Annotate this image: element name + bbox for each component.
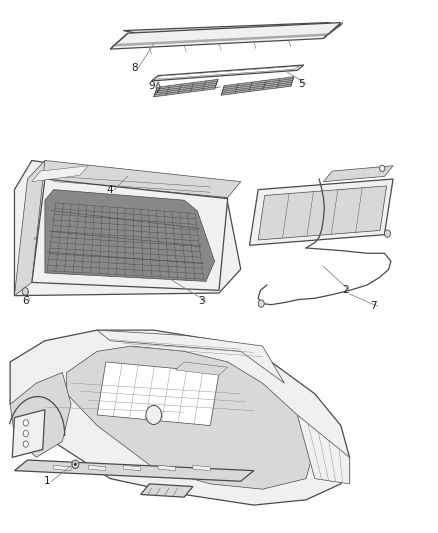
- Polygon shape: [32, 179, 228, 290]
- Circle shape: [385, 230, 391, 237]
- Polygon shape: [110, 33, 127, 49]
- Circle shape: [258, 300, 264, 308]
- Polygon shape: [10, 373, 71, 457]
- Circle shape: [72, 460, 79, 469]
- Text: 3: 3: [198, 296, 205, 306]
- Text: 5: 5: [298, 78, 305, 88]
- Polygon shape: [32, 160, 241, 198]
- Text: 7: 7: [370, 301, 377, 311]
- Polygon shape: [193, 465, 210, 471]
- Polygon shape: [88, 465, 106, 471]
- Polygon shape: [154, 66, 300, 79]
- Circle shape: [22, 288, 28, 295]
- Polygon shape: [152, 65, 304, 81]
- Polygon shape: [115, 33, 330, 46]
- Polygon shape: [53, 465, 71, 471]
- Text: 9: 9: [148, 81, 155, 91]
- Polygon shape: [323, 166, 393, 182]
- Polygon shape: [297, 415, 350, 484]
- Text: 2: 2: [342, 285, 349, 295]
- Polygon shape: [141, 484, 193, 497]
- Circle shape: [380, 165, 385, 172]
- Polygon shape: [14, 160, 45, 296]
- Polygon shape: [158, 465, 176, 471]
- Text: 1: 1: [44, 477, 50, 486]
- Polygon shape: [176, 362, 228, 375]
- Polygon shape: [45, 190, 215, 281]
- Polygon shape: [12, 410, 45, 457]
- Polygon shape: [123, 22, 341, 33]
- Polygon shape: [123, 465, 141, 471]
- Polygon shape: [14, 160, 241, 296]
- Polygon shape: [14, 460, 254, 481]
- Polygon shape: [97, 362, 219, 425]
- Polygon shape: [32, 166, 88, 182]
- Text: 8: 8: [131, 63, 138, 72]
- Polygon shape: [221, 77, 294, 95]
- Circle shape: [23, 441, 28, 447]
- Circle shape: [146, 406, 162, 424]
- Polygon shape: [67, 346, 315, 489]
- Polygon shape: [258, 186, 387, 240]
- Text: 6: 6: [22, 296, 28, 306]
- Polygon shape: [110, 22, 341, 49]
- Polygon shape: [97, 330, 284, 383]
- Polygon shape: [250, 179, 393, 245]
- Polygon shape: [323, 22, 343, 38]
- Circle shape: [23, 419, 28, 426]
- Circle shape: [23, 430, 28, 437]
- Polygon shape: [10, 330, 350, 505]
- Text: 4: 4: [107, 184, 113, 195]
- Polygon shape: [154, 79, 218, 97]
- Circle shape: [74, 463, 77, 466]
